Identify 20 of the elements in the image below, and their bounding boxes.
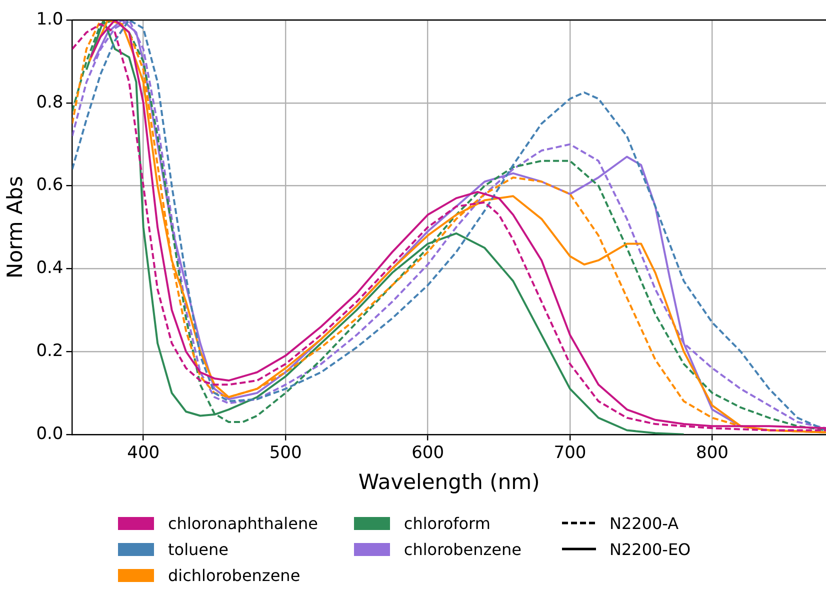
x-tick-label: 500 xyxy=(269,443,302,464)
x-axis-title: Wavelength (nm) xyxy=(358,470,540,494)
legend-label: chloroform xyxy=(404,514,490,532)
x-tick-label: 600 xyxy=(412,443,444,464)
y-tick-label: 0.8 xyxy=(36,92,64,112)
y-tick-label: 1.0 xyxy=(36,9,64,30)
x-tick-label: 700 xyxy=(554,443,586,464)
y-tick-label: 0.2 xyxy=(36,340,64,361)
x-tick-label: 400 xyxy=(127,443,160,464)
legend-label: chlorobenzene xyxy=(404,540,522,558)
x-tick-label: 800 xyxy=(696,443,728,464)
legend-label: toluene xyxy=(168,540,228,558)
y-tick-label: 0.0 xyxy=(36,424,64,444)
legend-label: dichlorobenzene xyxy=(168,566,300,584)
legend-label: chloronaphthalene xyxy=(168,514,318,532)
text: N2200-EO xyxy=(609,540,691,558)
y-axis-title: Norm Abs xyxy=(3,176,28,278)
y-tick-label: 0.4 xyxy=(36,258,64,278)
text: N2200-A xyxy=(609,514,679,532)
y-tick-label: 0.6 xyxy=(36,175,64,196)
